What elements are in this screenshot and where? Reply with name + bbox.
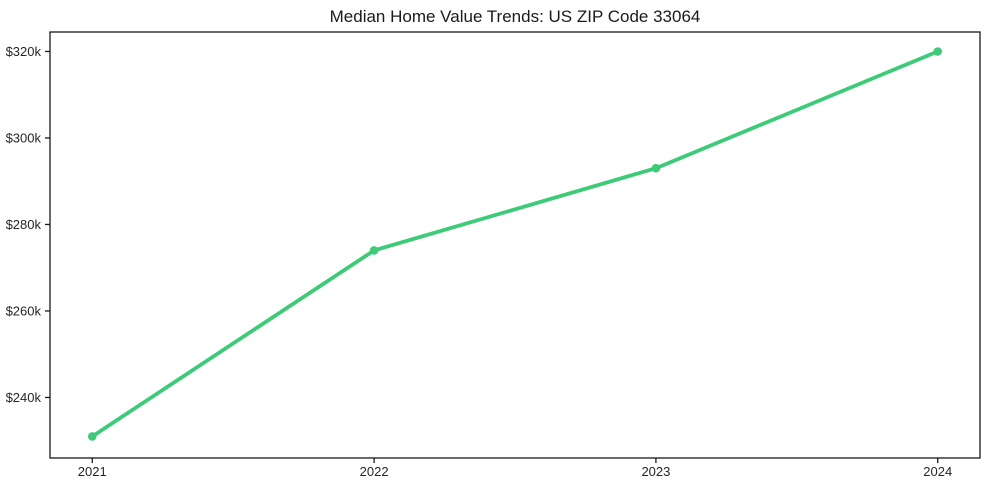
x-tick-label: 2023 — [641, 464, 670, 479]
trend-line — [90, 49, 940, 439]
plot-border — [49, 31, 981, 459]
x-tick-label: 2022 — [360, 464, 389, 479]
y-tick-label: $240k — [6, 390, 42, 405]
data-point — [369, 246, 379, 255]
chart-title: Median Home Value Trends: US ZIP Code 33… — [329, 7, 701, 26]
y-tick-label: $300k — [6, 130, 42, 145]
data-point — [651, 163, 661, 173]
y-tick-label: $260k — [6, 303, 42, 318]
data-point — [88, 432, 97, 441]
y-tick-label: $280k — [6, 217, 42, 232]
data-point — [933, 47, 942, 56]
x-tick-label: 2021 — [78, 464, 107, 479]
x-tick-label: 2024 — [923, 464, 952, 479]
y-tick-label: $320k — [6, 44, 42, 59]
